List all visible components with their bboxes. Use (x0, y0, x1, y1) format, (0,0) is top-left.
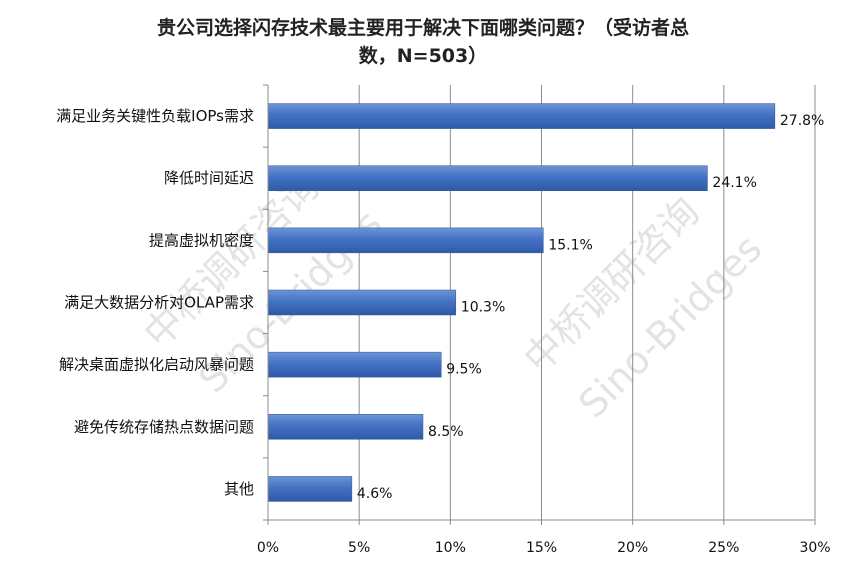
x-tick-label: 25% (708, 540, 739, 556)
data-label: 8.5% (428, 424, 464, 440)
x-tick-label: 10% (435, 540, 466, 556)
axes (263, 84, 816, 525)
category-label: 避免传统存储热点数据问题 (74, 418, 254, 436)
category-label: 降低时间延迟 (164, 169, 254, 187)
category-label: 提高虚拟机密度 (149, 231, 254, 249)
x-tick-label: 0% (257, 540, 279, 556)
bars-group (267, 103, 776, 502)
watermark-cn: 中桥调研咨询 (135, 164, 327, 356)
bar (267, 165, 708, 191)
bar (267, 476, 353, 502)
data-label: 4.6% (357, 486, 393, 502)
data-label: 15.1% (548, 237, 592, 253)
bar (267, 414, 424, 440)
bar (267, 351, 442, 378)
x-tick-label: 30% (799, 540, 830, 556)
x-tick-label: 20% (617, 540, 648, 556)
bar (267, 227, 544, 254)
data-labels: 27.8% 24.1% 15.1% 10.3% 9.5% 8.5% 4.6% (357, 113, 824, 502)
x-tick-label: 15% (526, 540, 557, 556)
data-label: 27.8% (780, 113, 824, 129)
chart-title-line-2: 数，N=503） (359, 44, 487, 67)
bar (267, 103, 776, 129)
chart-title-line-1: 贵公司选择闪存技术最主要用于解决下面哪类问题？（受访者总 (157, 16, 689, 39)
x-tick-labels: 0% 5% 10% 15% 20% 25% 30% (257, 540, 831, 556)
category-labels: 满足业务关键性负载IOPs需求降低时间延迟提高虚拟机密度满足大数据分析对OLAP… (56, 107, 254, 498)
watermark-cn: 中桥调研咨询 (515, 189, 707, 381)
bar (267, 289, 457, 316)
category-label: 满足业务关键性负载IOPs需求 (56, 107, 254, 125)
category-label: 其他 (224, 480, 254, 498)
category-label: 满足大数据分析对OLAP需求 (64, 294, 254, 312)
category-label: 解决桌面虚拟化启动风暴问题 (59, 356, 254, 374)
x-tick-label: 5% (348, 540, 370, 556)
data-label: 24.1% (712, 175, 756, 191)
data-label: 9.5% (446, 362, 482, 378)
data-label: 10.3% (461, 300, 505, 316)
